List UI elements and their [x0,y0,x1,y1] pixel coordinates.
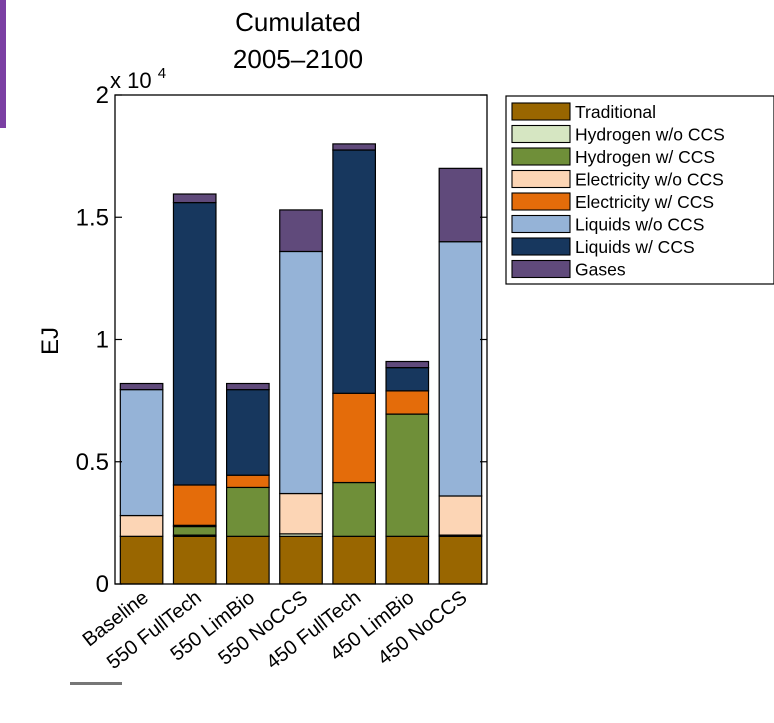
bar-segment-gases-450-fulltech [332,143,377,151]
bar-segment-gases-550-fulltech [172,193,217,204]
bar-segment-gases-baseline [119,382,164,391]
legend-label-electricity-w-o-ccs: Electricity w/o CCS [575,170,724,190]
bar-segment-traditional-450-noccs [438,535,483,585]
corner-dash [70,682,122,685]
legend-label-electricity-w-ccs: Electricity w/ CCS [575,192,714,212]
legend-label-liquids-w-ccs: Liquids w/ CCS [575,237,695,257]
chart-title-line-1: Cumulated [235,7,361,37]
legend-label-hydrogen-w-o-ccs: Hydrogen w/o CCS [575,125,725,145]
bar-segment-electricity-w-ccs-450-fulltech [332,392,377,484]
legend-swatch-hydrogen-w-ccs [511,147,571,166]
legend-swatch-electricity-w-o-ccs [511,169,571,189]
legend-swatch-electricity-w-ccs [511,192,571,211]
bar-segment-electricity-w-o-ccs-450-noccs [438,495,483,536]
bar-segment-liquids-w-ccs-450-fulltech [332,149,377,394]
bar-segment-gases-550-noccs [279,209,323,253]
bar-segment-hydrogen-w-ccs-450-limbio [385,413,430,537]
bar-segment-electricity-w-ccs-550-limbio [226,474,270,489]
bar-segment-liquids-w-ccs-550-limbio [226,389,270,476]
legend-swatch-traditional [511,102,571,121]
y-multiplier-base: x 10 [110,68,152,93]
y-tick-label: 2 [96,82,109,109]
bar-segment-traditional-baseline [119,535,164,585]
legend-label-gases: Gases [575,260,626,280]
bar-segment-electricity-w-ccs-450-limbio [385,390,430,415]
bar-segment-liquids-w-o-ccs-baseline [119,389,164,517]
legend-swatch-liquids-w-ccs [511,237,571,256]
legend-label-liquids-w-o-ccs: Liquids w/o CCS [575,215,704,235]
bar-segment-electricity-w-ccs-550-fulltech [172,484,217,526]
bars-group [119,143,483,585]
bar-segment-gases-450-limbio [385,360,430,369]
legend-swatch-liquids-w-o-ccs [511,214,571,234]
y-axis-label: EJ [37,327,64,355]
y-tick-label: 0 [96,571,109,598]
bar-segment-electricity-w-o-ccs-550-noccs [279,492,323,535]
bar-segment-traditional-550-fulltech [172,535,217,585]
y-multiplier-label: x 10 4 [110,65,166,93]
y-tick-label: 1 [96,327,109,354]
bar-segment-gases-450-noccs [438,167,483,243]
bar-segment-hydrogen-w-ccs-450-fulltech [332,481,377,537]
bar-segment-traditional-450-limbio [385,535,430,585]
bar-segment-liquids-w-ccs-450-limbio [385,367,430,392]
bar-segment-electricity-w-o-ccs-baseline [119,514,164,537]
bar-segment-liquids-w-ccs-550-fulltech [172,201,217,486]
accent-strip [0,0,6,128]
y-tick-label: 1.5 [76,204,109,231]
bar-segment-hydrogen-w-ccs-550-fulltech [172,525,217,536]
bar-segment-traditional-550-noccs [279,535,323,585]
bar-segment-liquids-w-o-ccs-550-noccs [279,250,323,495]
y-tick-label: 0.5 [76,449,109,476]
chart-title-line-2: 2005–2100 [233,44,363,74]
legend-swatch-gases [511,259,571,279]
legend-label-hydrogen-w-ccs: Hydrogen w/ CCS [575,147,715,167]
bar-segment-traditional-450-fulltech [332,535,377,585]
bar-segment-liquids-w-o-ccs-450-noccs [438,241,483,497]
bar-segment-gases-550-limbio [226,382,270,391]
legend-swatch-hydrogen-w-o-ccs [511,124,571,144]
bar-segment-hydrogen-w-ccs-550-limbio [226,486,270,537]
y-multiplier-exponent: 4 [158,65,166,82]
bar-segment-traditional-550-limbio [226,535,270,585]
legend-label-traditional: Traditional [575,102,656,122]
